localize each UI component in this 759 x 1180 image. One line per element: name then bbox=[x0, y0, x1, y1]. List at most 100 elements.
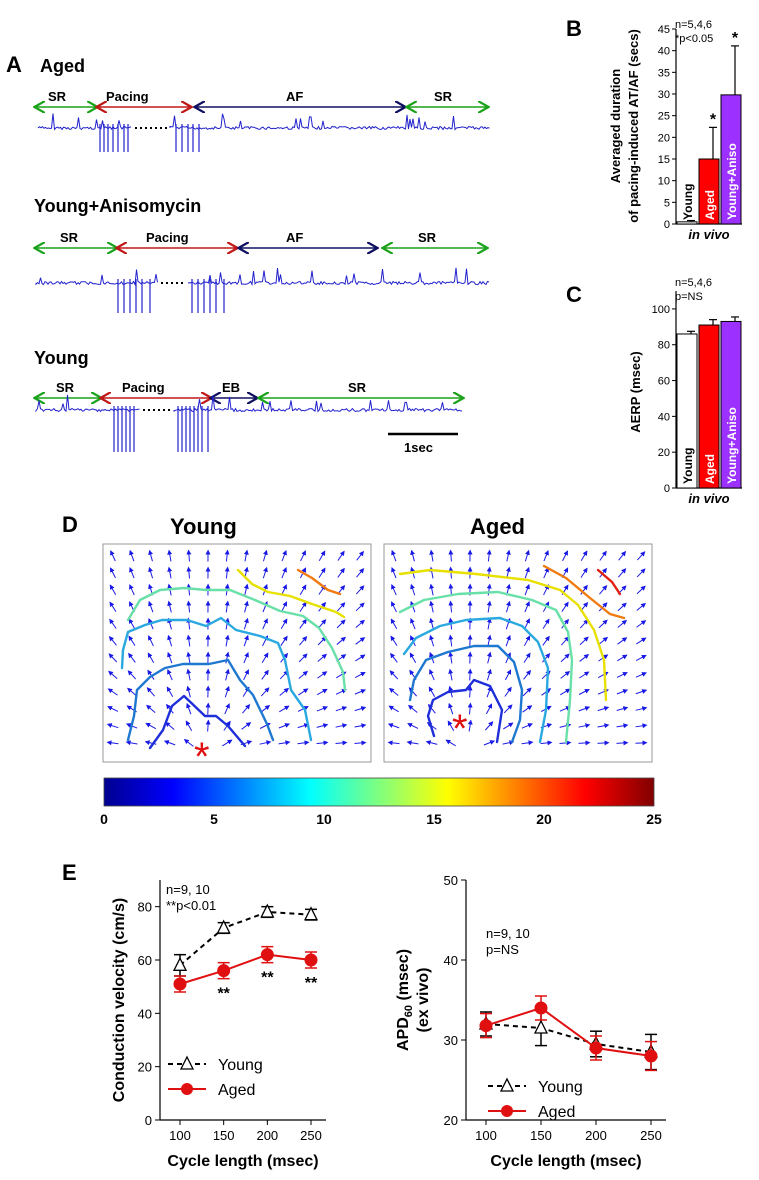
velocity-vector bbox=[579, 653, 590, 662]
velocity-vector bbox=[635, 689, 648, 695]
velocity-vector bbox=[335, 740, 348, 746]
velocity-vector bbox=[129, 549, 135, 562]
velocity-vector bbox=[389, 670, 399, 680]
colorbar-ticks: 0 5 10 15 20 25 bbox=[100, 811, 662, 827]
velocity-vector bbox=[598, 636, 609, 645]
velocity-vector bbox=[579, 636, 589, 646]
velocity-vector bbox=[146, 704, 156, 713]
velocity-vector bbox=[167, 549, 173, 562]
colorbar-tick-label: 15 bbox=[426, 811, 442, 827]
y-tick-label: 30 bbox=[658, 89, 670, 101]
velocity-vector bbox=[561, 601, 569, 612]
velocity-vector bbox=[278, 740, 291, 746]
bar-aged bbox=[698, 158, 720, 225]
velocity-vector bbox=[425, 740, 438, 746]
seg-young-sr2: SR bbox=[348, 380, 367, 395]
velocity-vector bbox=[483, 740, 496, 746]
velocity-vector bbox=[467, 702, 473, 715]
velocity-vector bbox=[484, 721, 494, 731]
velocity-vector bbox=[578, 706, 591, 712]
velocity-vector bbox=[167, 651, 173, 664]
panel-label-b: B bbox=[566, 16, 582, 41]
velocity-vector bbox=[580, 567, 588, 578]
velocity-vector bbox=[224, 668, 230, 681]
velocity-vector bbox=[467, 668, 473, 681]
velocity-vector bbox=[354, 706, 367, 712]
velocity-vector bbox=[106, 740, 119, 746]
y-tick-label: 0 bbox=[664, 219, 670, 231]
velocity-vector bbox=[224, 685, 230, 698]
chart-e2: 20 30 40 50 100 150 200 250 Cycle length (msec) n… bbox=[395, 873, 666, 1170]
velocity-vector bbox=[146, 687, 155, 697]
velocity-vector bbox=[524, 549, 530, 562]
velocity-vector bbox=[300, 550, 306, 562]
seg-young-eb: EB bbox=[222, 380, 240, 395]
annotation: n=5,4,6 bbox=[675, 19, 712, 31]
bar-young bbox=[676, 221, 698, 225]
velocity-vector bbox=[521, 723, 533, 729]
velocity-vector bbox=[262, 566, 268, 579]
velocity-vector bbox=[205, 719, 211, 732]
trace-title-aged: Aged bbox=[40, 56, 85, 76]
y-tick-label: 20 bbox=[444, 1113, 458, 1128]
y-tick-label: 35 bbox=[658, 67, 670, 79]
velocity-vector bbox=[524, 583, 530, 596]
velocity-vector bbox=[540, 740, 553, 746]
velocity-vector bbox=[224, 634, 230, 647]
series-line-aged bbox=[179, 953, 312, 985]
velocity-vector bbox=[355, 637, 366, 645]
data-point-aged bbox=[589, 1041, 603, 1055]
velocity-vector bbox=[110, 550, 116, 562]
velocity-vector bbox=[410, 617, 416, 630]
colorbar-tick-label: 5 bbox=[210, 811, 218, 827]
velocity-vector bbox=[486, 617, 492, 630]
velocity-vector bbox=[389, 687, 399, 696]
ecg-trace bbox=[35, 267, 490, 287]
bar-young-aniso bbox=[720, 94, 742, 225]
isochrone-aged-1 bbox=[426, 678, 504, 744]
category-label: Aged bbox=[703, 454, 717, 484]
velocity-vector bbox=[617, 637, 628, 645]
velocity-vector bbox=[356, 568, 365, 578]
velocity-vector bbox=[280, 635, 288, 646]
velocity-vector bbox=[336, 619, 346, 629]
velocity-vector bbox=[429, 634, 435, 647]
velocity-vector bbox=[224, 549, 230, 562]
velocity-vector bbox=[241, 722, 252, 730]
velocity-vector bbox=[616, 740, 629, 746]
velocity-vector bbox=[636, 620, 647, 628]
velocity-vector bbox=[391, 584, 397, 596]
seg-aniso-pacing: Pacing bbox=[146, 230, 189, 245]
velocity-vector bbox=[299, 618, 307, 629]
x-tick-label: 250 bbox=[640, 1128, 662, 1143]
velocity-vector bbox=[562, 550, 568, 562]
velocity-vector bbox=[485, 703, 493, 715]
y-tick-label: 45 bbox=[658, 24, 670, 36]
chart-e1: 0 20 40 60 80 100 150 200 250 Cycle length (msec)… bbox=[111, 880, 326, 1170]
category-label: Aged bbox=[703, 190, 717, 220]
colorbar-tick-label: 20 bbox=[536, 811, 552, 827]
velocity-vector bbox=[387, 723, 400, 729]
data-point-aged bbox=[217, 964, 231, 978]
velocity-vector bbox=[260, 687, 270, 697]
velocity-vector bbox=[635, 654, 647, 662]
velocity-vector bbox=[636, 602, 647, 611]
velocity-vector bbox=[299, 636, 308, 646]
velocity-vector bbox=[317, 671, 328, 679]
data-point-aged bbox=[304, 953, 318, 967]
velocity-vector bbox=[108, 670, 118, 679]
velocity-vector bbox=[224, 566, 230, 579]
velocity-vector bbox=[560, 688, 571, 696]
legend-marker-aged bbox=[501, 1105, 513, 1117]
velocity-vector bbox=[388, 705, 399, 713]
velocity-vector bbox=[410, 549, 416, 562]
map-young bbox=[102, 543, 372, 763]
velocity-vector bbox=[448, 634, 454, 647]
velocity-vector bbox=[335, 706, 348, 712]
velocity-vector bbox=[186, 685, 192, 698]
velocity-vector bbox=[109, 618, 117, 629]
x-axis-label: in vivo bbox=[688, 491, 729, 506]
y-axis-label: of pacing-induced AT/AF (secs) bbox=[626, 29, 641, 223]
velocity-vector bbox=[355, 585, 365, 595]
velocity-vector bbox=[109, 584, 117, 596]
